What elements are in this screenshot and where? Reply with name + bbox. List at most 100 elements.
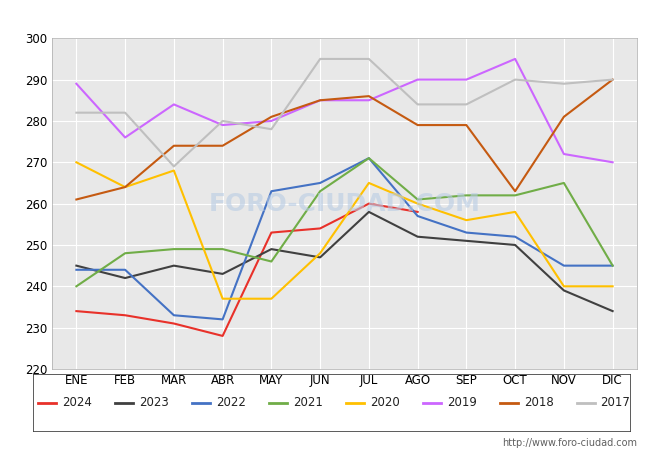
2018 — [365, 94, 373, 99]
2020 — [365, 180, 373, 186]
2019 — [560, 151, 568, 157]
2021 — [463, 193, 471, 198]
2022 — [72, 267, 81, 272]
2018 — [316, 98, 324, 103]
2020 — [413, 201, 421, 206]
2023 — [511, 242, 519, 248]
2020 — [511, 209, 519, 215]
2020 — [218, 296, 227, 302]
2023 — [608, 308, 616, 314]
2021 — [72, 284, 81, 289]
2019 — [268, 118, 276, 124]
Text: 2017: 2017 — [601, 396, 630, 409]
2023 — [365, 209, 373, 215]
2022 — [218, 317, 227, 322]
2020 — [608, 284, 616, 289]
2022 — [121, 267, 129, 272]
2021 — [413, 197, 421, 202]
2021 — [218, 247, 227, 252]
2020 — [72, 160, 81, 165]
2022 — [560, 263, 568, 268]
Line: 2018: 2018 — [77, 80, 612, 199]
2023 — [72, 263, 81, 268]
Text: 2019: 2019 — [447, 396, 476, 409]
2017 — [121, 110, 129, 115]
2017 — [316, 56, 324, 62]
2017 — [413, 102, 421, 107]
2019 — [72, 81, 81, 86]
2019 — [121, 135, 129, 140]
2023 — [413, 234, 421, 239]
Text: http://www.foro-ciudad.com: http://www.foro-ciudad.com — [502, 438, 637, 448]
2021 — [268, 259, 276, 264]
2024 — [413, 209, 421, 215]
Line: 2022: 2022 — [77, 158, 612, 320]
2022 — [608, 263, 616, 268]
2024 — [72, 308, 81, 314]
2018 — [413, 122, 421, 128]
Text: 2018: 2018 — [524, 396, 553, 409]
2017 — [218, 118, 227, 124]
2024 — [316, 226, 324, 231]
2022 — [463, 230, 471, 235]
2018 — [121, 184, 129, 190]
2018 — [511, 189, 519, 194]
2022 — [511, 234, 519, 239]
Text: 2024: 2024 — [62, 396, 92, 409]
2024 — [218, 333, 227, 338]
Text: 2022: 2022 — [216, 396, 246, 409]
2018 — [218, 143, 227, 148]
Text: FORO-CIUDAD.COM: FORO-CIUDAD.COM — [209, 192, 480, 216]
2020 — [170, 168, 178, 173]
2017 — [268, 126, 276, 132]
2021 — [170, 247, 178, 252]
2017 — [365, 56, 373, 62]
2024 — [170, 321, 178, 326]
2021 — [511, 193, 519, 198]
2018 — [72, 197, 81, 202]
Line: 2024: 2024 — [77, 203, 417, 336]
2023 — [170, 263, 178, 268]
Text: Afiliados en Caminomorisco a 31/8/2024: Afiliados en Caminomorisco a 31/8/2024 — [142, 8, 508, 26]
2022 — [316, 180, 324, 186]
2020 — [268, 296, 276, 302]
2018 — [463, 122, 471, 128]
2021 — [121, 251, 129, 256]
2018 — [560, 114, 568, 120]
2017 — [511, 77, 519, 82]
2022 — [170, 313, 178, 318]
2019 — [413, 77, 421, 82]
2019 — [218, 122, 227, 128]
2019 — [463, 77, 471, 82]
2024 — [121, 313, 129, 318]
2017 — [463, 102, 471, 107]
2020 — [463, 217, 471, 223]
2021 — [608, 263, 616, 268]
2018 — [608, 77, 616, 82]
2017 — [72, 110, 81, 115]
2019 — [316, 98, 324, 103]
2021 — [316, 189, 324, 194]
2023 — [218, 271, 227, 277]
Line: 2019: 2019 — [77, 59, 612, 162]
2020 — [560, 284, 568, 289]
2020 — [121, 184, 129, 190]
2019 — [608, 160, 616, 165]
2023 — [463, 238, 471, 243]
2021 — [560, 180, 568, 186]
2018 — [268, 114, 276, 120]
2023 — [121, 275, 129, 281]
2018 — [170, 143, 178, 148]
Line: 2017: 2017 — [77, 59, 612, 166]
Line: 2021: 2021 — [77, 158, 612, 286]
Text: 2020: 2020 — [370, 396, 400, 409]
2019 — [511, 56, 519, 62]
2020 — [316, 251, 324, 256]
2019 — [170, 102, 178, 107]
2023 — [316, 255, 324, 260]
2022 — [365, 155, 373, 161]
2024 — [365, 201, 373, 206]
2022 — [268, 189, 276, 194]
2022 — [413, 213, 421, 219]
2017 — [608, 77, 616, 82]
